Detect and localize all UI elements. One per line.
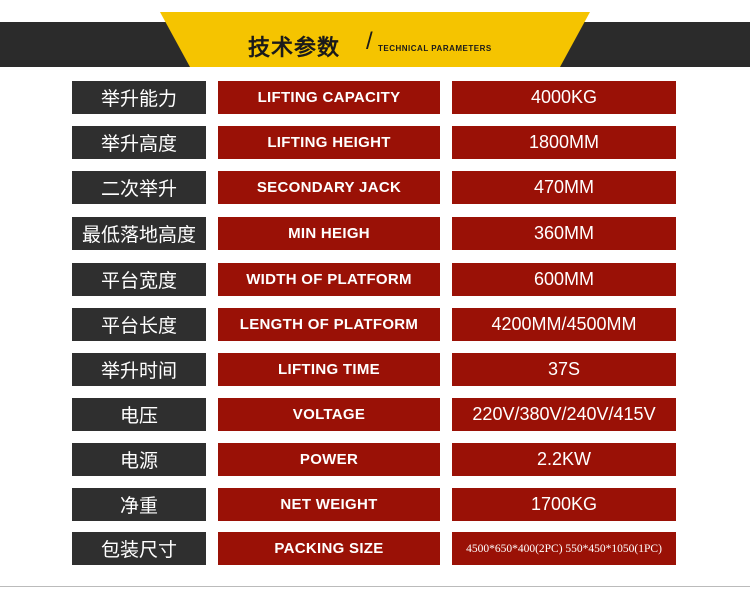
table-row: 平台宽度 WIDTH OF PLATFORM 600MM — [0, 263, 750, 296]
table-row: 二次举升 SECONDARY JACK 470MM — [0, 171, 750, 204]
param-label-en: LIFTING HEIGHT — [218, 126, 440, 159]
param-label-cn: 举升时间 — [72, 353, 206, 386]
param-label-cn: 举升能力 — [72, 81, 206, 114]
param-value: 1800MM — [452, 126, 676, 159]
param-label-en: VOLTAGE — [218, 398, 440, 431]
param-label-en: LIFTING TIME — [218, 353, 440, 386]
param-label-cn: 包装尺寸 — [72, 532, 206, 565]
param-value: 4500*650*400(2PC) 550*450*1050(1PC) — [452, 532, 676, 565]
table-row: 平台长度 LENGTH OF PLATFORM 4200MM/4500MM — [0, 308, 750, 341]
param-value: 600MM — [452, 263, 676, 296]
param-value: 470MM — [452, 171, 676, 204]
param-value: 2.2KW — [452, 443, 676, 476]
param-label-en: SECONDARY JACK — [218, 171, 440, 204]
param-label-cn: 电压 — [72, 398, 206, 431]
page-subtitle: TECHNICAL PARAMETERS — [378, 44, 492, 53]
param-value: 1700KG — [452, 488, 676, 521]
param-value: 220V/380V/240V/415V — [452, 398, 676, 431]
param-value: 360MM — [452, 217, 676, 250]
param-label-en: LENGTH OF PLATFORM — [218, 308, 440, 341]
param-label-en: PACKING SIZE — [218, 532, 440, 565]
header-tab — [160, 12, 590, 67]
table-row: 最低落地高度 MIN HEIGH 360MM — [0, 217, 750, 250]
param-label-en: LIFTING CAPACITY — [218, 81, 440, 114]
param-label-cn: 电源 — [72, 443, 206, 476]
page-title: 技术参数 — [248, 36, 341, 61]
param-value: 4200MM/4500MM — [452, 308, 676, 341]
param-label-cn: 举升高度 — [72, 126, 206, 159]
param-label-cn: 平台长度 — [72, 308, 206, 341]
title-separator: / — [366, 28, 373, 55]
table-row: 电源 POWER 2.2KW — [0, 443, 750, 476]
table-row: 净重 NET WEIGHT 1700KG — [0, 488, 750, 521]
param-label-en: POWER — [218, 443, 440, 476]
divider — [0, 586, 750, 587]
table-row: 电压 VOLTAGE 220V/380V/240V/415V — [0, 398, 750, 431]
table-row: 举升时间 LIFTING TIME 37S — [0, 353, 750, 386]
param-value: 37S — [452, 353, 676, 386]
table-row: 包装尺寸 PACKING SIZE 4500*650*400(2PC) 550*… — [0, 532, 750, 565]
param-label-cn: 净重 — [72, 488, 206, 521]
param-label-en: WIDTH OF PLATFORM — [218, 263, 440, 296]
table-row: 举升能力 LIFTING CAPACITY 4000KG — [0, 81, 750, 114]
param-label-en: NET WEIGHT — [218, 488, 440, 521]
param-label-cn: 最低落地高度 — [72, 217, 206, 250]
param-label-cn: 二次举升 — [72, 171, 206, 204]
param-label-en: MIN HEIGH — [218, 217, 440, 250]
param-value: 4000KG — [452, 81, 676, 114]
table-row: 举升高度 LIFTING HEIGHT 1800MM — [0, 126, 750, 159]
param-label-cn: 平台宽度 — [72, 263, 206, 296]
